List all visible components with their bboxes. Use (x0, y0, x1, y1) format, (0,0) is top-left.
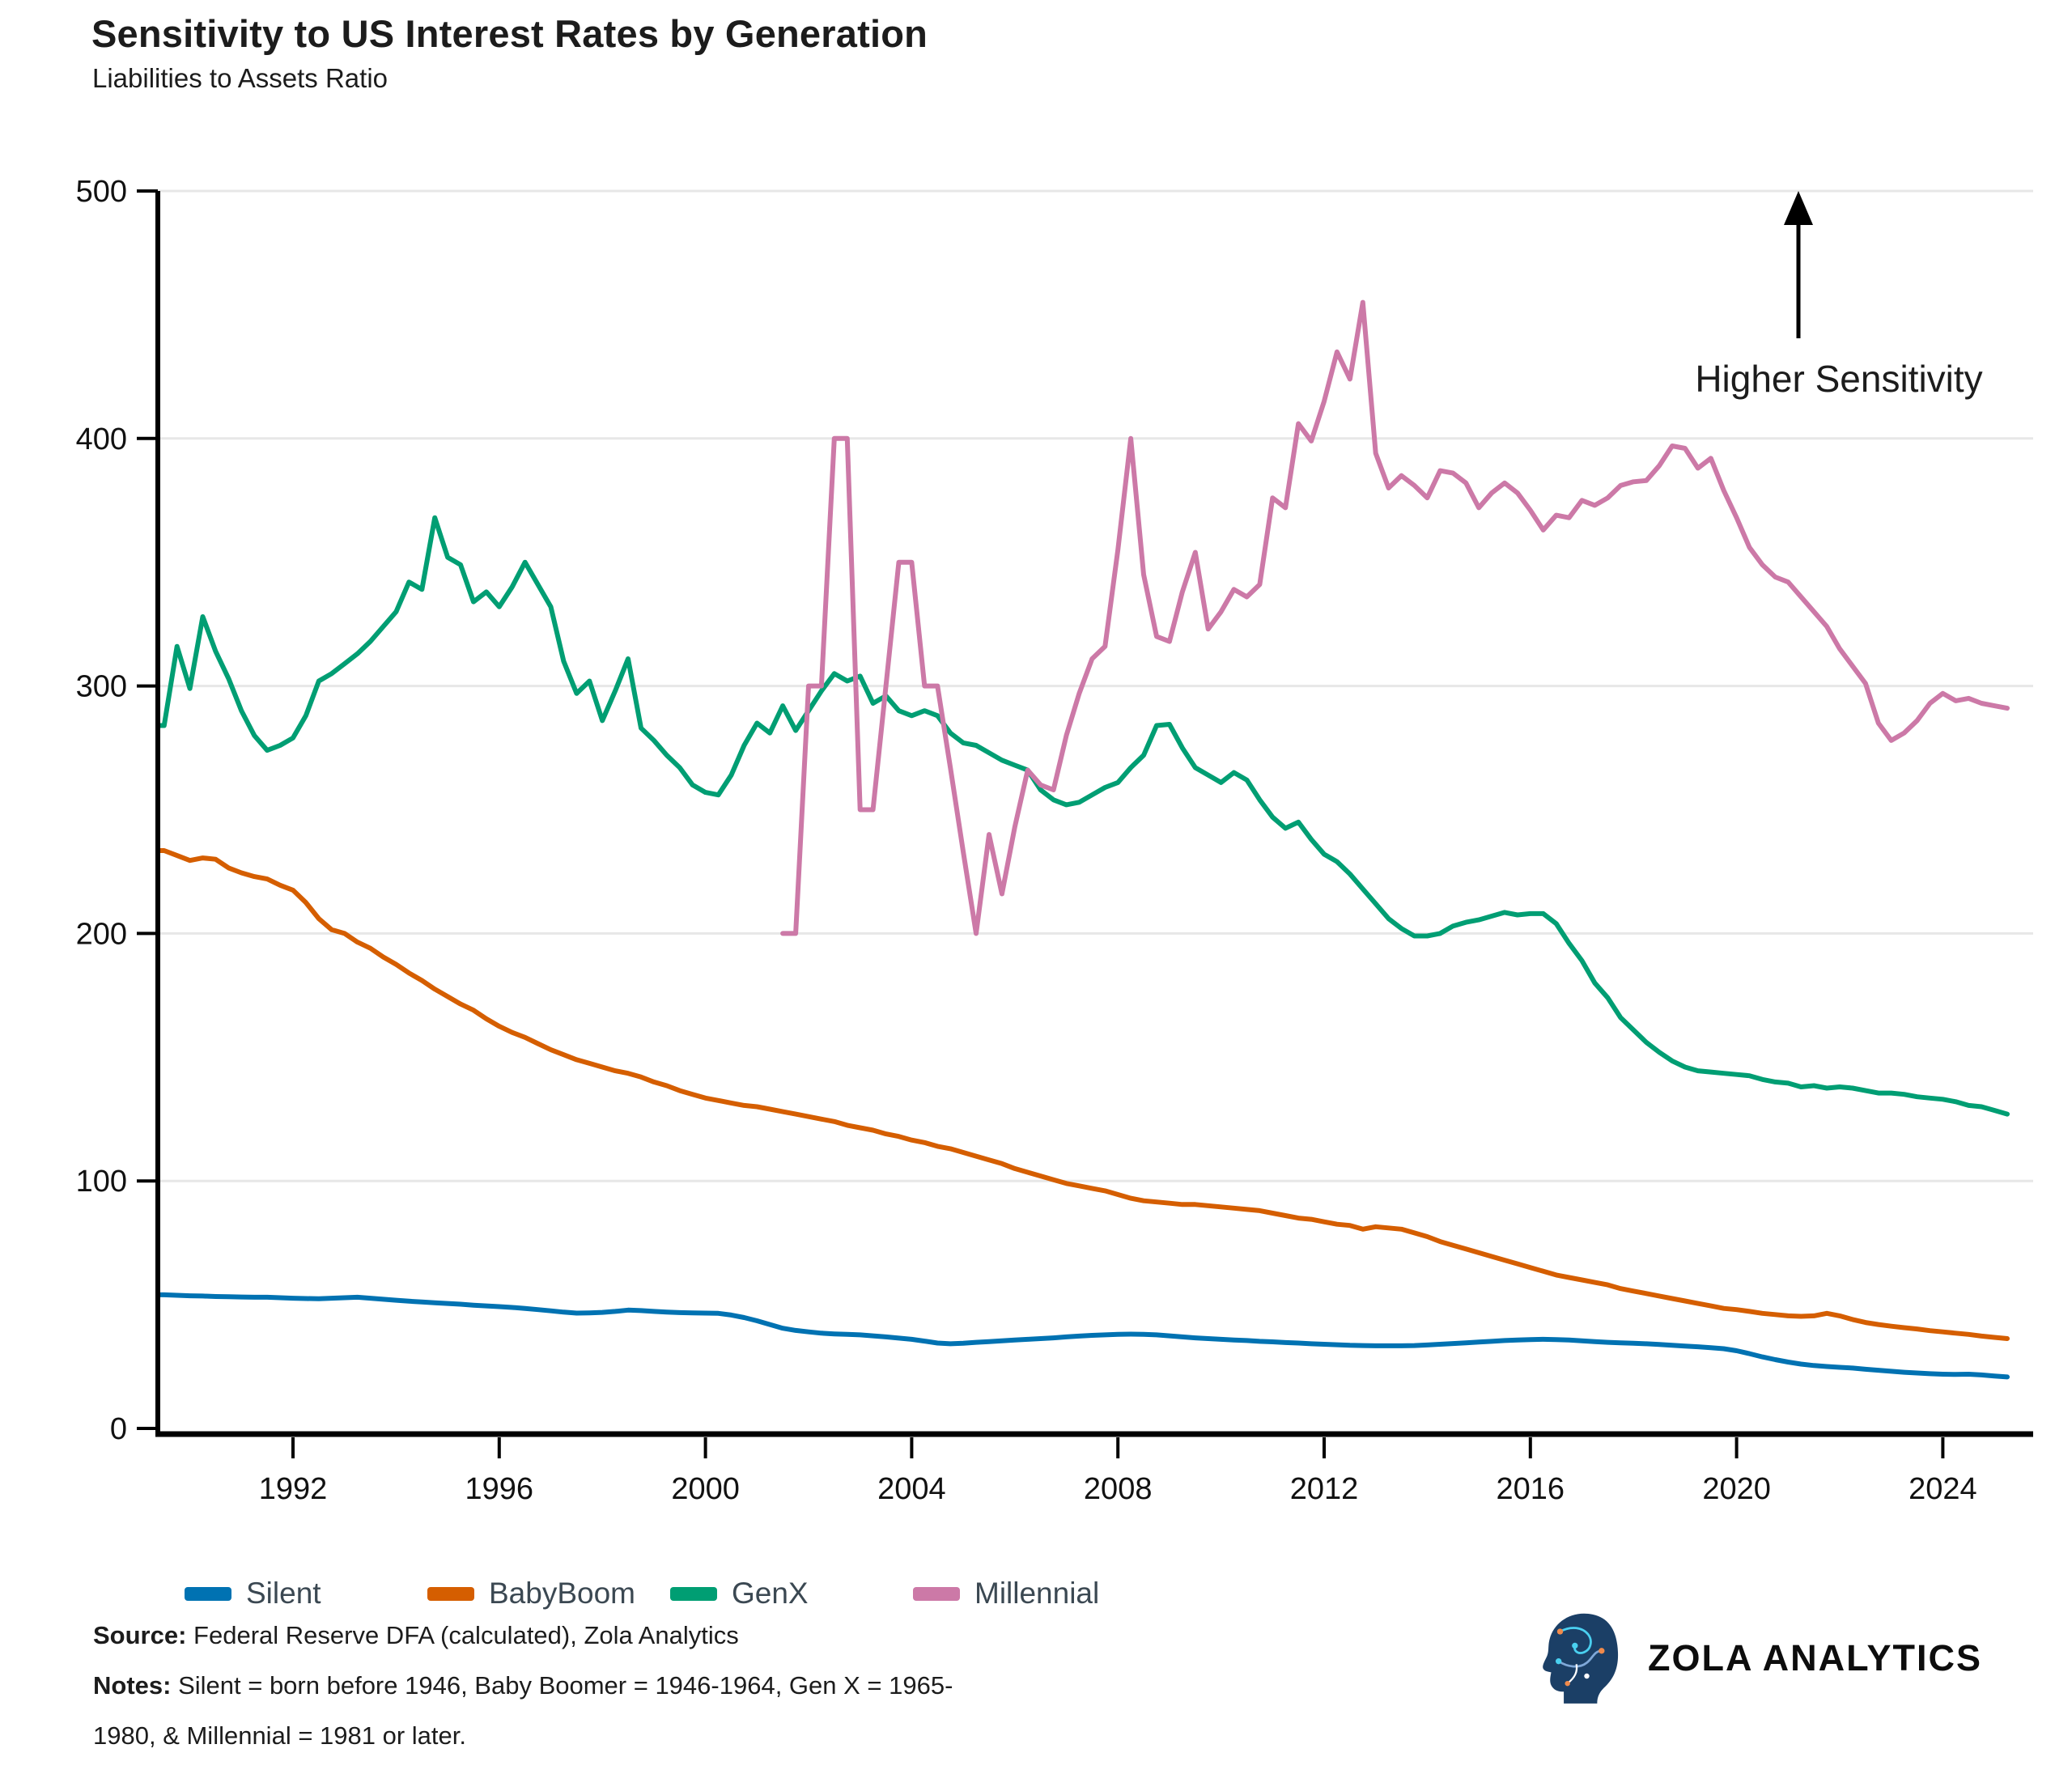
source-text: Federal Reserve DFA (calculated), Zola A… (186, 1621, 739, 1649)
page-title: Sensitivity to US Interest Rates by Gene… (91, 12, 928, 55)
source-label: Source: (93, 1621, 187, 1649)
x-tick-label-1996: 1996 (465, 1472, 534, 1506)
legend-label-GenX: GenX (732, 1577, 809, 1610)
chart-legend: Silent BabyBoom GenX Millennial (185, 1577, 1156, 1611)
circuit-node-cyan-1 (1572, 1642, 1578, 1649)
legend-item-Silent[interactable]: Silent (185, 1577, 427, 1611)
arrow-head-icon (1784, 191, 1813, 225)
source-line: Source: Federal Reserve DFA (calculated)… (93, 1611, 1000, 1661)
head-silhouette (1543, 1613, 1619, 1704)
series-line-BabyBoom (155, 848, 2010, 1341)
circuit-node-cyan-2 (1556, 1658, 1562, 1665)
brand-name: ZOLA ANALYTICS (1648, 1637, 1983, 1679)
brand-block: ZOLA ANALYTICS (1538, 1609, 1982, 1708)
x-tick-label-1992: 1992 (259, 1472, 328, 1506)
series-line-Millennial (780, 299, 2010, 936)
x-tick-label-2008: 2008 (1084, 1472, 1153, 1506)
zola-head-logo-icon (1543, 1613, 1619, 1704)
y-tick-label-0: 0 (110, 1412, 127, 1446)
legend-swatch-GenX (670, 1586, 717, 1601)
x-tick-label-2004: 2004 (877, 1472, 946, 1506)
circuit-trace-1 (1559, 1627, 1592, 1654)
chart-subtitle: Liabilities to Assets Ratio (92, 63, 388, 93)
x-tick-label-2000: 2000 (671, 1472, 740, 1506)
x-tick-label-2024: 2024 (1909, 1472, 1977, 1506)
data-series (155, 299, 2010, 1380)
legend-item-BabyBoom[interactable]: BabyBoom (427, 1577, 670, 1611)
gridlines (158, 189, 2033, 1182)
notes-line: Notes: Silent = born before 1946, Baby B… (93, 1661, 963, 1761)
circuit-node-white (1584, 1673, 1590, 1679)
legend-label-BabyBoom: BabyBoom (489, 1577, 635, 1610)
x-tick-label-2012: 2012 (1290, 1472, 1359, 1506)
legend-swatch-Silent (185, 1586, 231, 1601)
circuit-trace-2 (1557, 1649, 1602, 1668)
notes-label: Notes: (93, 1671, 172, 1700)
legend-item-Millennial[interactable]: Millennial (913, 1577, 1156, 1611)
x-tick-label-2016: 2016 (1497, 1472, 1565, 1506)
circuit-node-orange-3 (1565, 1680, 1570, 1687)
x-tick-label-2020: 2020 (1702, 1472, 1771, 1506)
line-chart: 0 100 200 300 400 500 1992 1996 2000 2004 2008 2012… (76, 175, 2033, 1506)
y-tick-label-300: 300 (76, 670, 127, 704)
footer-notes: Source: Federal Reserve DFA (calculated)… (93, 1611, 1000, 1761)
higher-sensitivity-annotation: Higher Sensitivity (1695, 191, 1983, 400)
notes-text: Silent = born before 1946, Baby Boomer =… (93, 1671, 953, 1750)
y-tick-label-100: 100 (76, 1165, 127, 1199)
legend-item-GenX[interactable]: GenX (670, 1577, 913, 1611)
circuit-node-orange-2 (1599, 1648, 1605, 1654)
legend-swatch-BabyBoom (427, 1586, 474, 1601)
y-tick-label-200: 200 (76, 917, 127, 951)
annotation-label: Higher Sensitivity (1695, 358, 1982, 400)
y-tick-label-400: 400 (76, 422, 127, 456)
legend-swatch-Millennial (913, 1586, 960, 1601)
axes: 0 100 200 300 400 500 1992 1996 2000 2004 2008 2012… (76, 175, 2033, 1506)
legend-label-Millennial: Millennial (974, 1577, 1100, 1610)
legend-label-Silent: Silent (246, 1577, 321, 1610)
circuit-node-orange-1 (1556, 1628, 1564, 1635)
series-line-Silent (155, 1292, 2010, 1380)
series-line-GenX (155, 515, 2010, 1117)
y-tick-label-500: 500 (76, 175, 127, 209)
